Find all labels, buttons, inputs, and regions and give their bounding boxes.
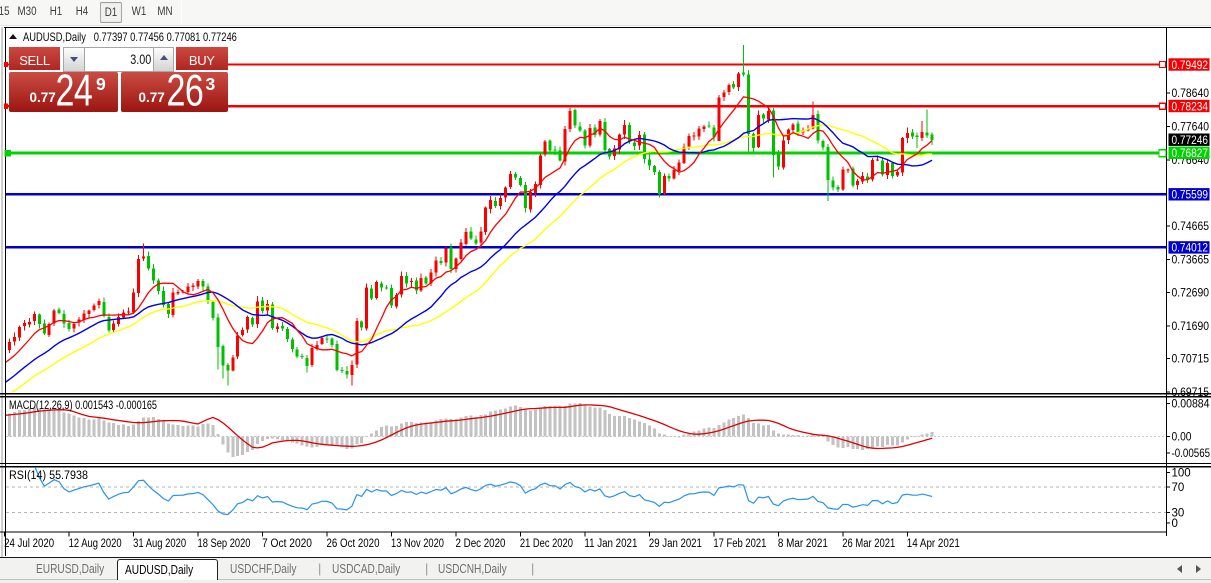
svg-text:26 Mar 2021: 26 Mar 2021 bbox=[842, 538, 895, 550]
svg-text:0: 0 bbox=[1172, 518, 1178, 530]
svg-text:0.70715: 0.70715 bbox=[1172, 353, 1210, 365]
svg-text:2 Dec 2020: 2 Dec 2020 bbox=[456, 538, 506, 550]
svg-text:0.74665: 0.74665 bbox=[1172, 221, 1210, 233]
svg-text:70: 70 bbox=[1172, 482, 1185, 494]
svg-text:RSI(14) 55.7938: RSI(14) 55.7938 bbox=[9, 470, 88, 482]
svg-text:0.00884: 0.00884 bbox=[1172, 399, 1211, 411]
svg-text:0.79492: 0.79492 bbox=[1172, 60, 1209, 72]
svg-text:29 Jan 2021: 29 Jan 2021 bbox=[649, 538, 702, 550]
svg-text:8 Mar 2021: 8 Mar 2021 bbox=[778, 538, 828, 550]
svg-text:14 Apr 2021: 14 Apr 2021 bbox=[907, 538, 960, 550]
svg-text:13 Nov 2020: 13 Nov 2020 bbox=[391, 538, 444, 550]
svg-text:21 Dec 2020: 21 Dec 2020 bbox=[520, 538, 573, 550]
svg-text:18 Sep 2020: 18 Sep 2020 bbox=[198, 538, 251, 550]
svg-text:0.78640: 0.78640 bbox=[1172, 88, 1210, 100]
svg-text:24 Jul 2020: 24 Jul 2020 bbox=[4, 538, 54, 550]
svg-text:0.77640: 0.77640 bbox=[1172, 122, 1210, 134]
svg-text:0.71690: 0.71690 bbox=[1172, 321, 1210, 333]
svg-text:30: 30 bbox=[1172, 507, 1185, 519]
svg-text:100: 100 bbox=[1172, 467, 1191, 479]
svg-text:31 Aug 2020: 31 Aug 2020 bbox=[133, 538, 186, 550]
svg-text:11 Jan 2021: 11 Jan 2021 bbox=[584, 538, 637, 550]
svg-text:0.00: 0.00 bbox=[1172, 431, 1192, 443]
svg-text:0.77246: 0.77246 bbox=[1172, 135, 1209, 147]
svg-text:0.69715: 0.69715 bbox=[1172, 387, 1210, 399]
svg-text:26 Oct 2020: 26 Oct 2020 bbox=[327, 538, 380, 550]
svg-text:0.76827: 0.76827 bbox=[1172, 148, 1209, 160]
svg-text:12 Aug 2020: 12 Aug 2020 bbox=[69, 538, 122, 550]
svg-text:0.73665: 0.73665 bbox=[1172, 255, 1210, 267]
svg-text:0.75599: 0.75599 bbox=[1172, 190, 1209, 202]
svg-text:0.74012: 0.74012 bbox=[1172, 243, 1209, 255]
svg-text:0.72690: 0.72690 bbox=[1172, 287, 1210, 299]
svg-text:7 Oct 2020: 7 Oct 2020 bbox=[262, 538, 312, 550]
svg-text:0.78234: 0.78234 bbox=[1172, 101, 1209, 113]
svg-text:MACD(12,26,9) 0.001543 -0.0001: MACD(12,26,9) 0.001543 -0.000165 bbox=[9, 400, 157, 412]
svg-text:17 Feb 2021: 17 Feb 2021 bbox=[713, 538, 766, 550]
